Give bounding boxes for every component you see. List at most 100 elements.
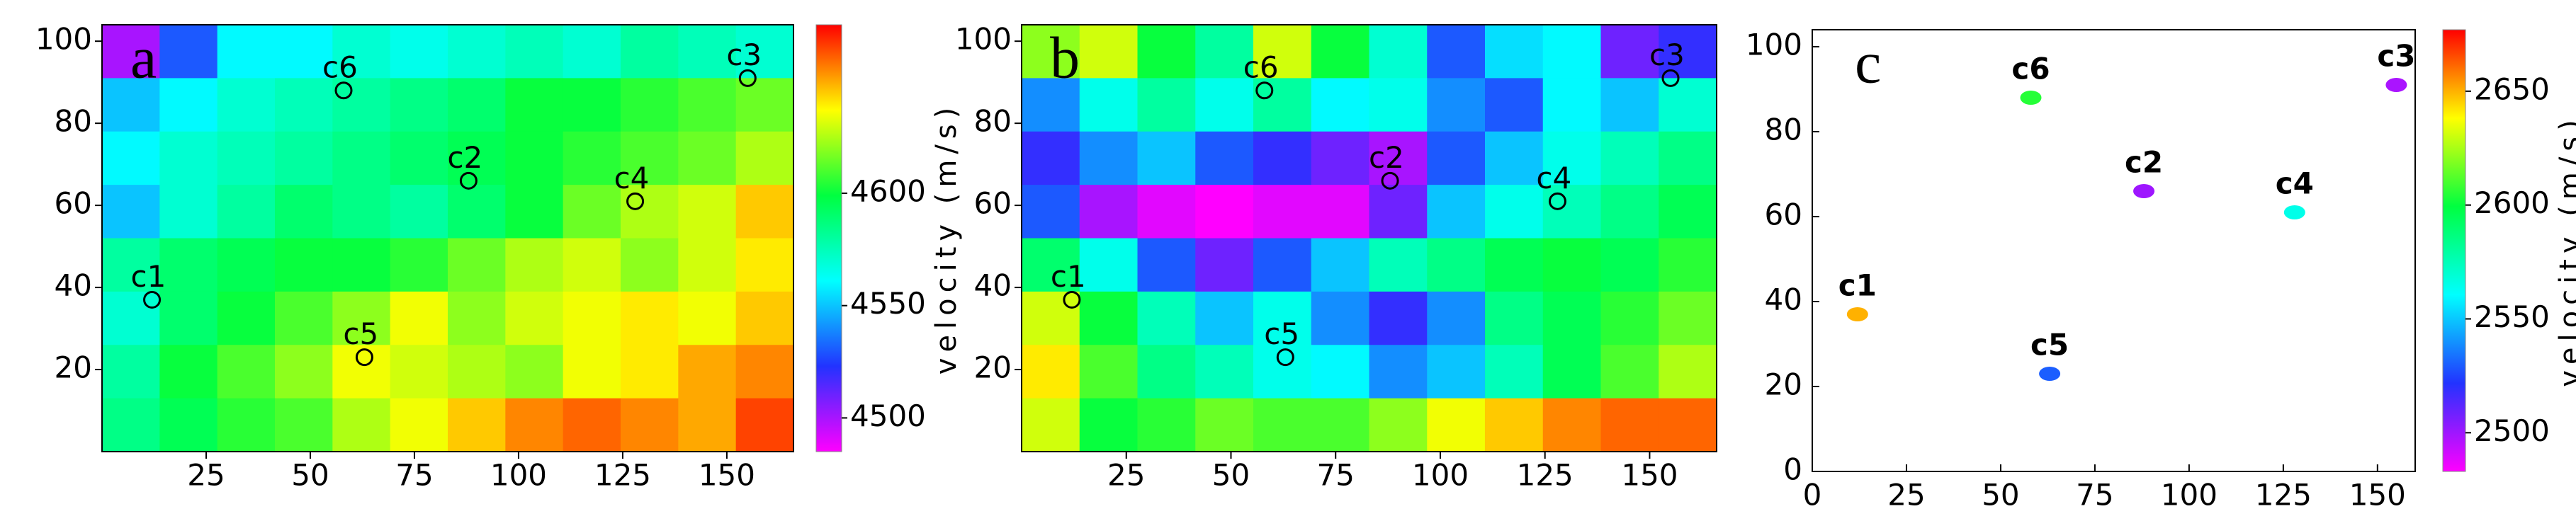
- x-tick-label: 150: [2349, 478, 2406, 513]
- site-label: c3: [726, 38, 762, 72]
- heat-cell: [275, 345, 333, 399]
- x-tick-label: 75: [395, 458, 433, 493]
- y-tick-label: 80: [1765, 113, 1802, 147]
- heat-cell: [1253, 345, 1312, 399]
- heat-cell: [1369, 131, 1428, 185]
- heat-cell: [1022, 131, 1080, 185]
- site-marker: [1381, 171, 1399, 190]
- heat-cell: [1485, 345, 1544, 399]
- heat-cell: [1542, 291, 1602, 345]
- heat-cell: [1485, 25, 1544, 79]
- heat-cell: [735, 345, 794, 399]
- heat-cell: [390, 131, 448, 185]
- heat-cell: [678, 291, 737, 345]
- site-label: c5: [343, 316, 378, 351]
- heat-cell: [1659, 345, 1717, 399]
- point-label: c6: [2011, 52, 2050, 86]
- heat-cell: [735, 185, 794, 239]
- heat-cell: [1600, 345, 1659, 399]
- heat-cell: [1253, 291, 1312, 345]
- heat-cell: [505, 345, 564, 399]
- site-marker: [334, 81, 353, 100]
- heat-cell: [275, 238, 333, 292]
- site-marker: [738, 69, 757, 87]
- heat-cell: [678, 25, 737, 79]
- heat-cell: [159, 131, 218, 185]
- heat-cell: [448, 78, 506, 132]
- heat-cell: [159, 345, 218, 399]
- heat-cell: [621, 25, 679, 79]
- heat-cell: [159, 398, 218, 452]
- heat-cell: [1427, 291, 1486, 345]
- x-tick-label: 125: [594, 458, 651, 493]
- x-tick-label: 0: [1803, 478, 1822, 513]
- heat-cell: [1369, 25, 1428, 79]
- heat-cell: [1542, 345, 1602, 399]
- heat-cell: [1427, 78, 1486, 132]
- y-tick-label: 60: [55, 186, 92, 221]
- heat-cell: [1600, 238, 1659, 292]
- colorbar-tick-label: 4500: [850, 399, 926, 433]
- heat-cell: [217, 25, 276, 79]
- heat-cell: [217, 291, 276, 345]
- y-tick-label: 100: [1746, 28, 1802, 62]
- heat-cell: [1253, 78, 1312, 132]
- heat-cell: [1659, 185, 1717, 239]
- heat-cell: [1485, 78, 1544, 132]
- heat-cell: [1079, 238, 1139, 292]
- heat-cell: [1600, 185, 1659, 239]
- site-label: c2: [447, 140, 482, 175]
- heat-cell: [1195, 238, 1254, 292]
- site-marker: [1255, 81, 1274, 100]
- heat-cell: [217, 238, 276, 292]
- heat-cell: [1195, 78, 1254, 132]
- heat-cell: [735, 291, 794, 345]
- y-tick-label: 100: [35, 22, 92, 57]
- site-marker: [1063, 290, 1081, 309]
- heat-cell: [563, 131, 621, 185]
- heat-cell: [735, 78, 794, 132]
- heat-cell: [1137, 291, 1196, 345]
- heat-cell: [1079, 131, 1139, 185]
- heat-cell: [1369, 78, 1428, 132]
- heat-cell: [448, 398, 506, 452]
- heat-cell: [275, 398, 333, 452]
- heat-cell: [1427, 345, 1486, 399]
- heat-cell: [505, 131, 564, 185]
- heat-cell: [1369, 345, 1428, 399]
- heat-cell: [102, 131, 160, 185]
- heat-cell: [1485, 131, 1544, 185]
- x-tick-label: 150: [1621, 458, 1678, 493]
- heat-cell: [563, 345, 621, 399]
- heat-cell: [1311, 185, 1370, 239]
- heat-cell: [1542, 131, 1602, 185]
- heat-cell: [1079, 78, 1139, 132]
- heat-cell: [275, 185, 333, 239]
- heat-cell: [1427, 25, 1486, 79]
- heat-cell: [275, 291, 333, 345]
- heat-cell: [159, 291, 218, 345]
- x-tick-label: 25: [187, 458, 225, 493]
- heat-cell: [1195, 291, 1254, 345]
- heat-cell: [332, 291, 391, 345]
- heat-cell: [448, 185, 506, 239]
- heat-cell: [1427, 238, 1486, 292]
- x-tick-label: 75: [1316, 458, 1354, 493]
- heat-cell: [332, 238, 391, 292]
- heat-cell: [102, 398, 160, 452]
- heat-cell: [1022, 78, 1080, 132]
- heat-cell: [621, 345, 679, 399]
- site-label: c4: [1536, 161, 1571, 195]
- colorbar-tick-label: 4550: [850, 286, 926, 321]
- heat-cell: [1079, 398, 1139, 452]
- heat-cell: [1542, 78, 1602, 132]
- heat-cell: [217, 78, 276, 132]
- x-tick-label: 25: [1107, 458, 1145, 493]
- axes-frame: [1812, 29, 2416, 472]
- heat-cell: [1485, 398, 1544, 452]
- site-marker: [626, 192, 645, 210]
- heat-cell: [1311, 25, 1370, 79]
- site-marker: [355, 348, 373, 367]
- heat-cell: [1311, 78, 1370, 132]
- heat-cell: [1195, 131, 1254, 185]
